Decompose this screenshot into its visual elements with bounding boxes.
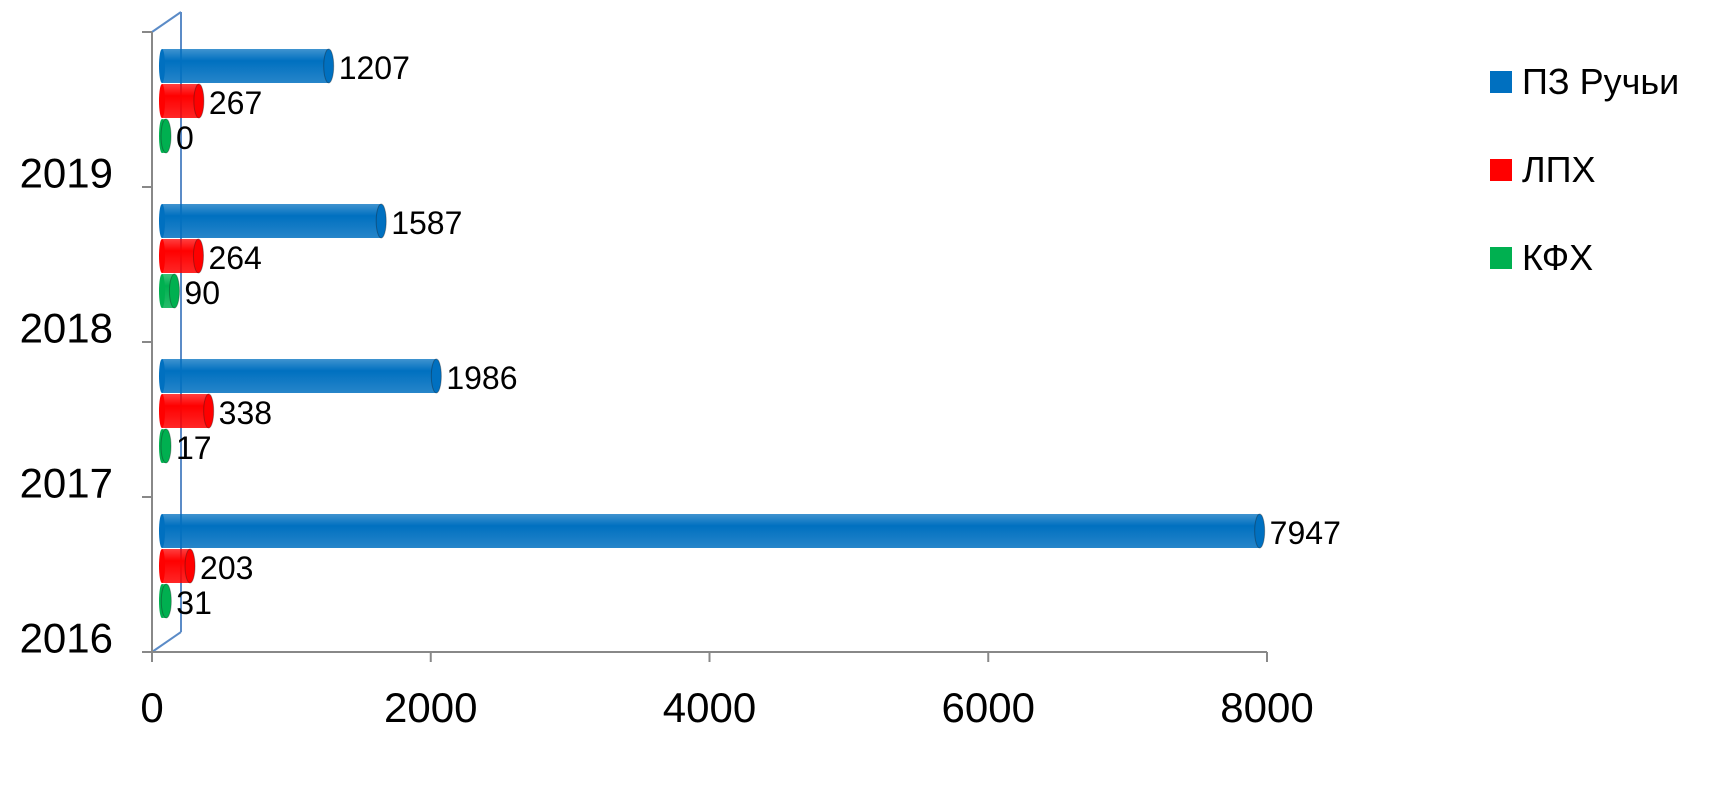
chart-axes	[142, 11, 1268, 662]
data-label: 267	[209, 85, 262, 121]
data-label: 1207	[339, 50, 410, 86]
bar-end-cap	[184, 548, 196, 584]
bar	[162, 394, 209, 428]
chart-bars	[159, 48, 1266, 619]
data-label: 17	[176, 430, 212, 466]
bar-end-cap	[203, 393, 215, 429]
bar-end-cap	[192, 238, 204, 274]
legend-item-kfh: КФХ	[1490, 218, 1679, 298]
bar	[162, 239, 199, 273]
bar-end-cap	[160, 428, 172, 464]
x-tick-label: 4000	[663, 684, 756, 731]
data-label: 31	[176, 585, 212, 621]
legend-label: ЛПХ	[1522, 149, 1596, 190]
legend-label: КФХ	[1522, 237, 1594, 278]
bar-end-cap	[1254, 513, 1266, 549]
bar	[162, 514, 1260, 548]
x-tick-label: 2000	[384, 684, 477, 731]
bar-left-cap	[159, 49, 165, 83]
bar-end-cap	[193, 83, 205, 119]
y-category-label: 2018	[20, 305, 113, 352]
bar-left-cap	[159, 204, 165, 238]
data-label: 0	[176, 120, 194, 156]
bar-end-cap	[160, 118, 172, 154]
data-label: 264	[208, 240, 261, 276]
bar-left-cap	[159, 359, 165, 393]
y-category-label: 2017	[20, 460, 113, 507]
wall-bottom-edge	[151, 631, 182, 653]
legend-item-pz-ruchi: ПЗ Ручьи	[1490, 42, 1679, 122]
bar-left-cap	[159, 84, 165, 118]
bar-left-cap	[159, 274, 165, 308]
y-category-label: 2016	[20, 615, 113, 662]
bar-end-cap	[168, 273, 180, 309]
bar	[162, 359, 437, 393]
y-category-label: 2019	[20, 150, 113, 197]
wall-top-edge	[151, 11, 182, 33]
bar	[162, 204, 382, 238]
data-label: 7947	[1270, 515, 1341, 551]
data-label: 1986	[446, 360, 517, 396]
data-label: 90	[184, 275, 220, 311]
legend-swatch	[1490, 71, 1512, 93]
bar-end-cap	[430, 358, 442, 394]
data-label: 203	[200, 550, 253, 586]
bar-left-cap	[159, 394, 165, 428]
x-tick-label: 6000	[942, 684, 1035, 731]
legend-label: ПЗ Ручьи	[1522, 61, 1680, 102]
x-tick-label: 8000	[1220, 684, 1313, 731]
x-tick-label: 0	[140, 684, 163, 731]
bar	[162, 84, 199, 118]
legend-swatch	[1490, 159, 1512, 181]
bar-end-cap	[323, 48, 335, 84]
legend-item-lph: ЛПХ	[1490, 130, 1679, 210]
bar-end-cap	[375, 203, 387, 239]
chart-legend: ПЗ Ручьи ЛПХ КФХ	[1490, 42, 1679, 306]
bar-left-cap	[159, 514, 165, 548]
bar	[162, 49, 329, 83]
bar-left-cap	[159, 239, 165, 273]
data-label: 338	[219, 395, 272, 431]
legend-swatch	[1490, 247, 1512, 269]
bar-end-cap	[160, 583, 172, 619]
bar-left-cap	[159, 549, 165, 583]
data-label: 1587	[391, 205, 462, 241]
